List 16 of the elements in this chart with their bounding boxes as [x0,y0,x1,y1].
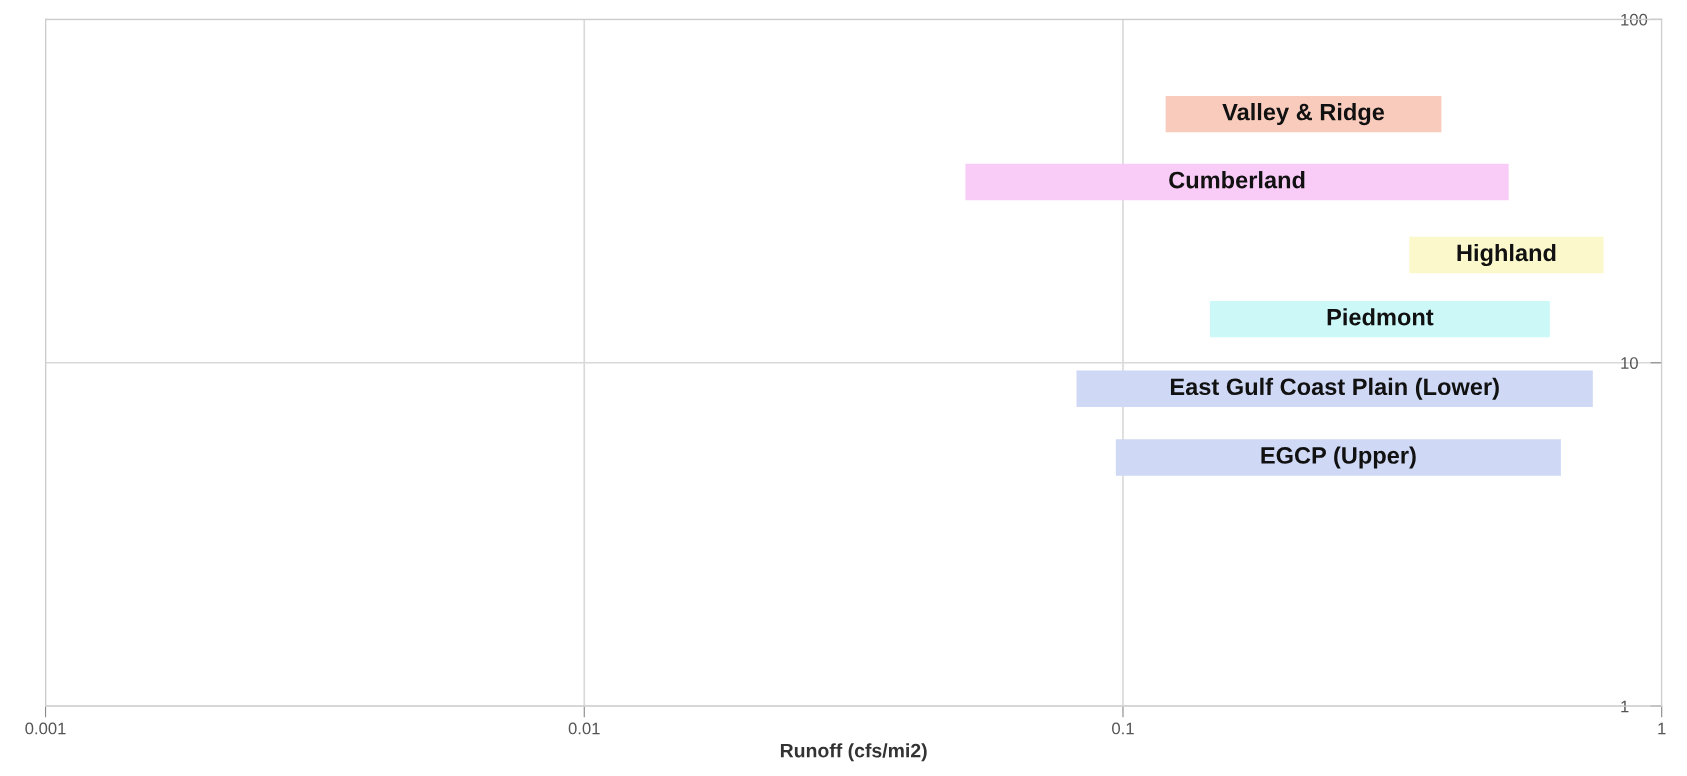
x-tick-label: 0.1 [1112,722,1134,735]
series-label: Valley & Ridge [1222,103,1385,126]
y-tick-label: 10 [1621,357,1638,369]
series-label: EGCP (Upper) [1261,446,1416,469]
x-tick-label: 0.001 [25,722,66,735]
series-label: Cumberland [1169,171,1305,189]
series-label: Highland [1457,243,1556,267]
x-axis-title: Runoff (cfs/mi2) [780,743,927,762]
x-tick-label: 1 [1658,722,1666,735]
series-label: East Gulf Coast Plain (Lower) [1170,377,1499,400]
bar [1115,439,1561,476]
x-tick-label: 0.01 [568,722,600,735]
series-label: Piedmont [1327,308,1434,326]
bar [965,163,1509,201]
bar [1209,300,1550,338]
y-tick-label: 1 [1621,700,1629,713]
